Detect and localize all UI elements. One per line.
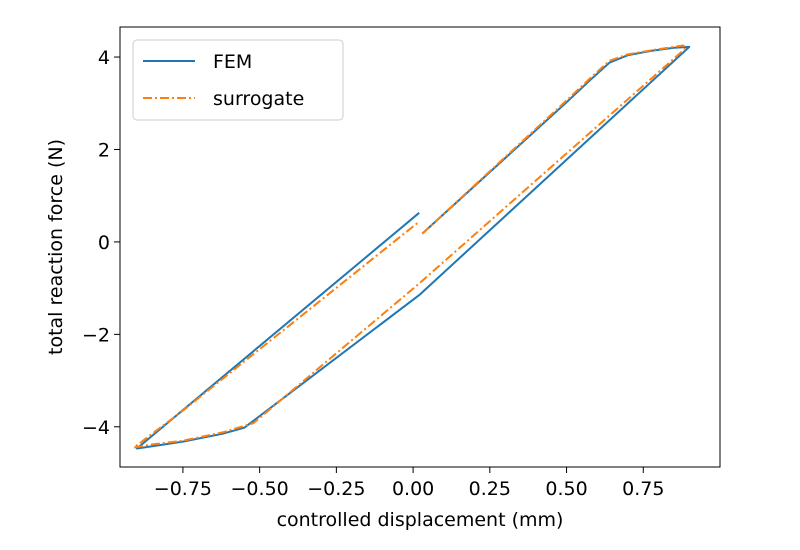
series-line-fem xyxy=(135,45,691,450)
x-tick-label: 0.75 xyxy=(622,478,664,500)
y-tick-label: 2 xyxy=(98,139,110,161)
y-tick-label: 4 xyxy=(98,47,110,69)
x-axis-label: controlled displacement (mm) xyxy=(277,509,564,531)
legend: FEM surrogate xyxy=(132,39,344,121)
x-axis-ticks: −0.75 −0.50 −0.25 0.00 0.25 0.50 0.75 xyxy=(154,467,664,500)
y-tick-label: −4 xyxy=(82,417,110,439)
y-axis-ticks: −4 −2 0 2 4 xyxy=(82,47,120,439)
series-layer xyxy=(132,44,691,450)
y-axis-label: total reaction force (N) xyxy=(45,139,67,355)
legend-label-fem: FEM xyxy=(213,51,252,73)
series-line-surrogate xyxy=(132,44,688,449)
y-tick-label: 0 xyxy=(98,232,110,254)
x-tick-label: 0.50 xyxy=(545,478,587,500)
x-tick-label: −0.25 xyxy=(307,478,365,500)
x-tick-label: 0.00 xyxy=(392,478,434,500)
x-tick-label: 0.25 xyxy=(469,478,511,500)
y-tick-label: −2 xyxy=(82,324,110,346)
x-tick-label: −0.75 xyxy=(154,478,212,500)
x-tick-label: −0.50 xyxy=(231,478,289,500)
legend-label-surrogate: surrogate xyxy=(213,88,304,110)
